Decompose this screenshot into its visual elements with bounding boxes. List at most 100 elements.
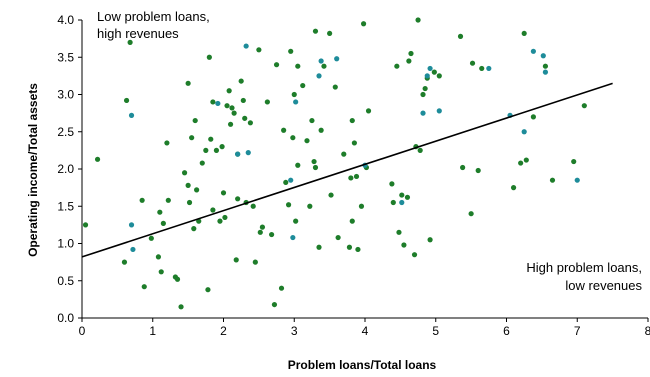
green-data-point bbox=[360, 21, 367, 27]
green-data-point bbox=[431, 69, 437, 75]
green-data-point bbox=[269, 231, 275, 238]
green-data-point bbox=[242, 115, 248, 121]
x-tick-label: 6 bbox=[503, 324, 510, 338]
teal-data-point bbox=[243, 43, 249, 49]
x-axis-title: Problem loans/Total loans bbox=[288, 358, 437, 372]
teal-data-point bbox=[130, 246, 136, 253]
green-data-point bbox=[510, 185, 517, 191]
green-data-point bbox=[401, 242, 407, 248]
teal-data-point bbox=[486, 65, 492, 72]
teal-data-point bbox=[427, 65, 433, 72]
green-data-point bbox=[264, 99, 270, 105]
green-data-point bbox=[141, 284, 147, 290]
teal-data-point bbox=[288, 177, 294, 183]
green-data-point bbox=[157, 209, 163, 215]
green-data-point bbox=[318, 127, 324, 133]
teal-data-point bbox=[574, 177, 580, 183]
green-data-point bbox=[185, 80, 191, 86]
green-data-point bbox=[185, 182, 191, 188]
green-data-point bbox=[295, 63, 301, 69]
green-data-point bbox=[468, 211, 474, 217]
green-data-point bbox=[94, 156, 101, 162]
green-data-point bbox=[328, 192, 334, 198]
green-data-point bbox=[335, 234, 341, 241]
green-data-point bbox=[581, 103, 587, 109]
green-data-point bbox=[321, 63, 327, 69]
green-data-point bbox=[312, 28, 319, 34]
green-data-point bbox=[571, 158, 577, 165]
green-data-point bbox=[139, 197, 145, 203]
green-data-point bbox=[523, 157, 529, 163]
green-data-point bbox=[290, 135, 296, 141]
y-tick-label: 1.0 bbox=[57, 237, 74, 251]
green-data-point bbox=[278, 285, 285, 291]
green-data-point bbox=[178, 304, 184, 310]
y-tick-label: 2.0 bbox=[57, 162, 74, 176]
teal-data-point bbox=[530, 48, 536, 54]
green-data-point bbox=[332, 84, 338, 90]
green-data-point bbox=[389, 181, 395, 187]
green-data-point bbox=[227, 121, 234, 127]
green-data-point bbox=[186, 199, 193, 206]
teal-data-point bbox=[420, 110, 426, 116]
x-tick-label: 5 bbox=[432, 324, 439, 338]
green-data-point bbox=[155, 254, 162, 260]
green-data-point bbox=[165, 197, 171, 203]
green-data-point bbox=[247, 120, 253, 126]
green-data-point bbox=[181, 170, 188, 176]
green-data-point bbox=[404, 194, 411, 200]
green-data-point bbox=[271, 301, 278, 308]
green-data-point bbox=[283, 179, 289, 186]
green-data-point bbox=[250, 203, 256, 209]
y-tick-label: 3.5 bbox=[57, 50, 74, 64]
green-data-point bbox=[192, 117, 198, 124]
y-tick-label: 2.5 bbox=[57, 125, 74, 139]
green-data-point bbox=[199, 160, 205, 166]
teal-data-point bbox=[436, 108, 442, 114]
green-data-point bbox=[238, 78, 244, 84]
y-axis-ticks: 0.0 0.5 1.0 1.5 2.0 2.5 3.0 3.5 4.0 bbox=[57, 13, 82, 325]
green-data-point bbox=[420, 91, 426, 98]
teal-data-point bbox=[542, 69, 549, 75]
green-data-point bbox=[160, 220, 166, 226]
annotation-top-left-line2: high revenues bbox=[97, 26, 179, 41]
x-tick-label: 0 bbox=[79, 324, 86, 338]
annotation-bottom-right-line1: High problem loans, bbox=[526, 260, 642, 275]
teal-data-point bbox=[334, 56, 340, 62]
teal-data-point bbox=[521, 129, 527, 135]
x-tick-label: 7 bbox=[574, 324, 581, 338]
green-data-point bbox=[396, 229, 402, 235]
y-tick-label: 0.0 bbox=[57, 311, 74, 325]
green-data-point bbox=[427, 237, 433, 243]
green-data-point bbox=[521, 30, 527, 37]
green-data-point bbox=[158, 269, 164, 275]
green-data-point bbox=[257, 229, 263, 235]
annotation-bottom-right-line2: low revenues bbox=[565, 278, 642, 293]
teal-data-point bbox=[235, 151, 241, 157]
green-data-point bbox=[148, 235, 154, 241]
green-data-point bbox=[121, 259, 128, 265]
green-data-point bbox=[316, 244, 322, 250]
green-data-point bbox=[220, 190, 227, 196]
green-data-point bbox=[229, 105, 235, 111]
green-data-point bbox=[408, 50, 414, 57]
green-data-point bbox=[307, 203, 313, 209]
green-data-point bbox=[353, 173, 360, 180]
green-data-point bbox=[174, 276, 181, 282]
green-data-point bbox=[252, 259, 258, 265]
green-data-point bbox=[406, 58, 412, 64]
teal-data-point bbox=[128, 222, 135, 228]
green-data-point bbox=[390, 199, 396, 206]
teal-data-point bbox=[424, 73, 430, 79]
x-tick-label: 3 bbox=[291, 324, 298, 338]
green-data-point bbox=[358, 203, 365, 209]
green-data-point bbox=[415, 17, 421, 23]
x-tick-label: 1 bbox=[149, 324, 156, 338]
green-data-point bbox=[205, 287, 211, 293]
green-data-point bbox=[399, 192, 405, 198]
green-data-point bbox=[312, 164, 319, 171]
green-data-point bbox=[291, 91, 297, 98]
teal-data-point bbox=[245, 150, 251, 156]
green-data-point bbox=[394, 63, 400, 69]
